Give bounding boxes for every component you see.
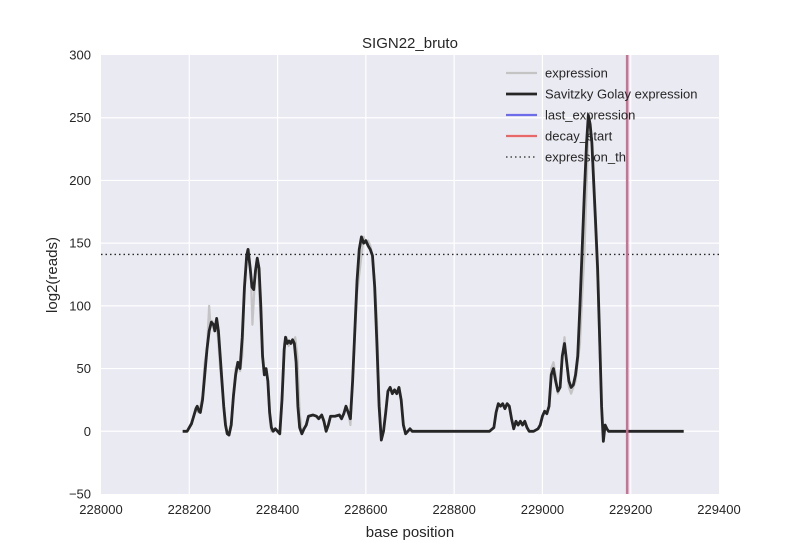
x-tick-label: 229200 bbox=[609, 502, 652, 517]
x-tick-label: 228200 bbox=[168, 502, 211, 517]
x-tick-label: 228600 bbox=[344, 502, 387, 517]
series-savitzky-golay-line bbox=[182, 113, 684, 443]
y-tick-label: 150 bbox=[69, 236, 91, 251]
x-tick-label: 229000 bbox=[521, 502, 564, 517]
y-tick-label: 200 bbox=[69, 173, 91, 188]
x-tick-label: 228400 bbox=[256, 502, 299, 517]
chart-title: SIGN22_bruto bbox=[362, 35, 458, 52]
x-tick-label: 228800 bbox=[432, 502, 475, 517]
legend: expression Savitzky Golay expression last_… bbox=[506, 66, 697, 165]
y-tick-label: 250 bbox=[69, 110, 91, 125]
y-tick-label: 100 bbox=[69, 298, 91, 313]
legend-label: decay_start bbox=[545, 129, 613, 144]
y-tick-label: −50 bbox=[69, 487, 91, 502]
legend-label: last_expression bbox=[545, 108, 635, 123]
x-axis-label: base position bbox=[366, 524, 454, 541]
plot-background bbox=[101, 55, 719, 494]
legend-label: expression bbox=[545, 66, 608, 81]
y-tick-label: 300 bbox=[69, 48, 91, 63]
x-tick-label: 229400 bbox=[697, 502, 740, 517]
y-tick-label: 0 bbox=[84, 424, 91, 439]
y-tick-label: 50 bbox=[77, 361, 91, 376]
plot-area: 228000 228200 228400 228600 228800 229000 2292… bbox=[69, 48, 741, 518]
x-tick-label: 228000 bbox=[79, 502, 122, 517]
y-axis-label: log2(reads) bbox=[44, 237, 61, 313]
legend-label: Savitzky Golay expression bbox=[545, 87, 697, 102]
legend-label: expression_th bbox=[545, 150, 626, 165]
